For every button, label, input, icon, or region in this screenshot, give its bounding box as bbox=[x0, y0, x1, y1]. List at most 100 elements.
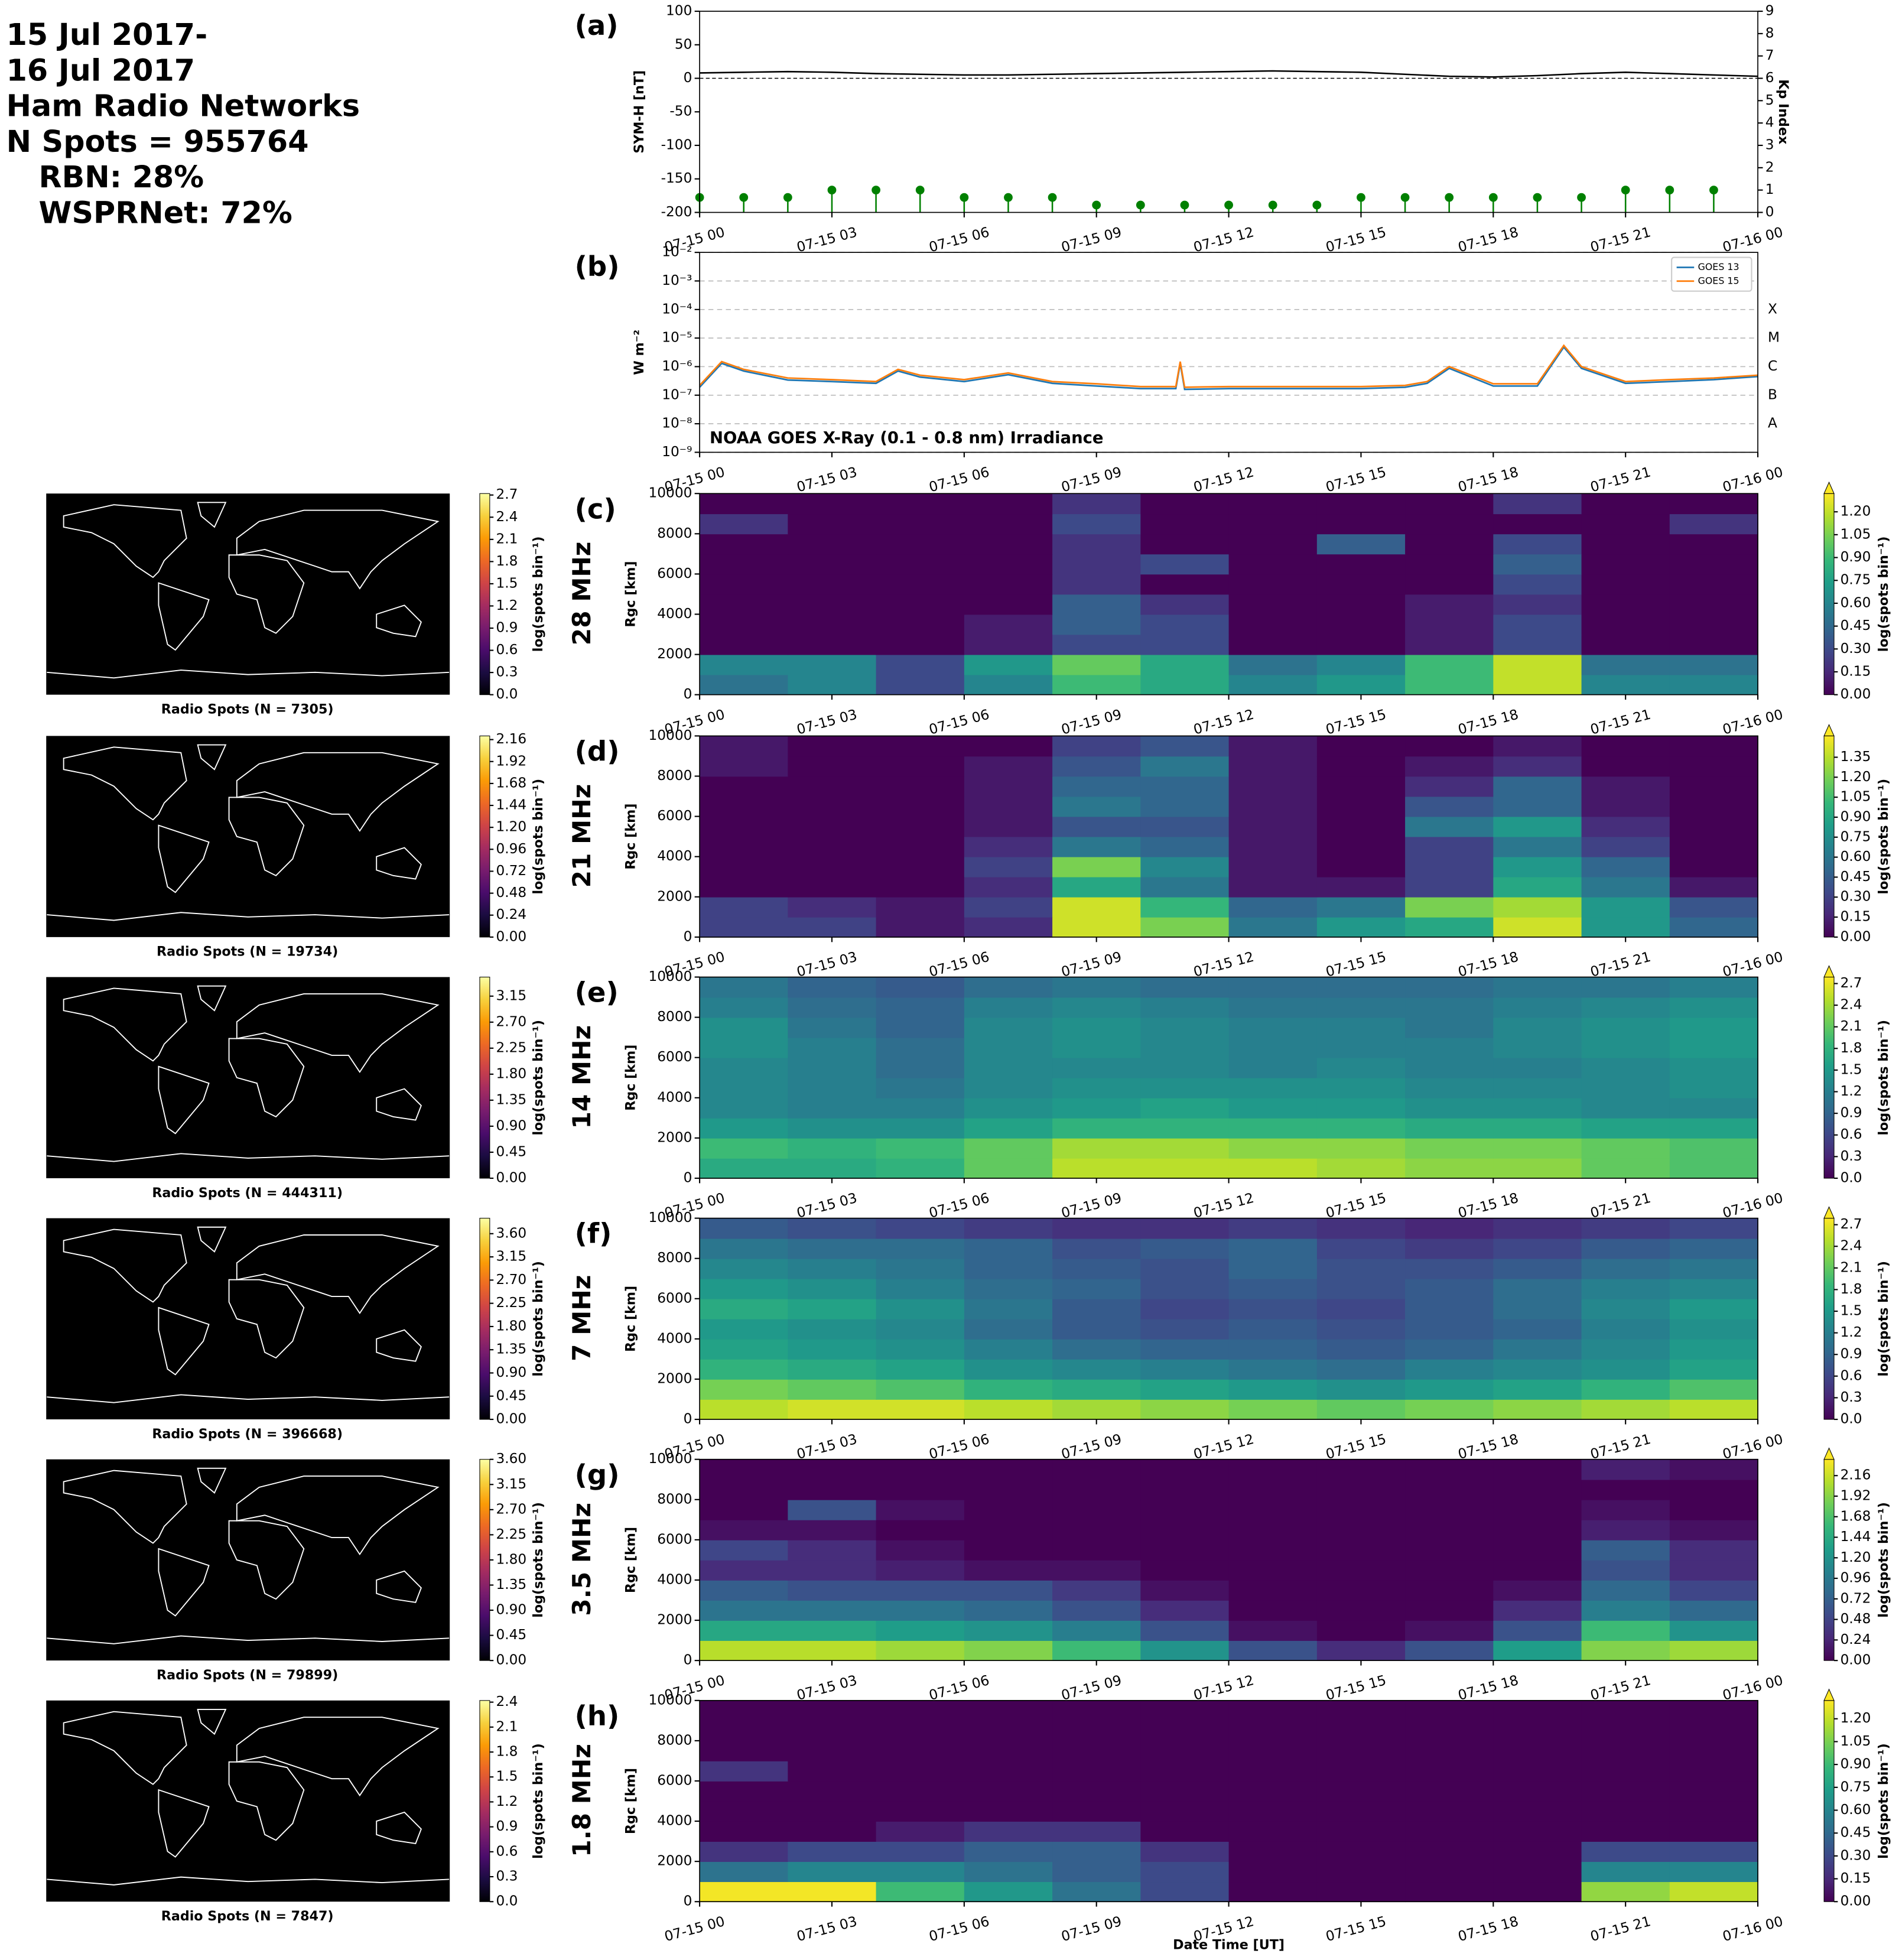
map-background bbox=[46, 1700, 450, 1902]
heatmap-cell bbox=[1493, 1298, 1582, 1319]
y-tick-label: -100 bbox=[661, 136, 692, 152]
heatmap-cell bbox=[1405, 776, 1494, 797]
heatmap-cell bbox=[1228, 1600, 1318, 1621]
heatmap-cell bbox=[1316, 1559, 1406, 1581]
heatmap-cell bbox=[1405, 756, 1494, 777]
heatmap-cell bbox=[700, 1559, 789, 1581]
colorbar-tick-label: 0.6 bbox=[496, 642, 518, 658]
y-tick-label: 8000 bbox=[657, 525, 692, 541]
colorbar-tick-label: 1.80 bbox=[496, 1551, 526, 1567]
kp-marker bbox=[915, 186, 925, 195]
heatmap-cell bbox=[700, 1600, 789, 1621]
heatmap-cell bbox=[1581, 493, 1670, 515]
heatmap-cell bbox=[1581, 1318, 1670, 1340]
x-tick-label: 07-16 00 bbox=[1721, 464, 1785, 495]
heatmap-cell bbox=[1316, 1057, 1406, 1078]
heatmap-cell bbox=[1228, 1579, 1318, 1601]
heatmap-cell bbox=[1669, 654, 1758, 675]
heatmap-cell bbox=[1405, 1600, 1494, 1621]
heatmap-cell bbox=[1228, 1841, 1318, 1863]
heatmap-cell bbox=[1581, 1338, 1670, 1360]
heatmap-cell bbox=[876, 896, 965, 918]
heatmap-cell bbox=[876, 1318, 965, 1340]
heatmap-cell bbox=[1581, 977, 1670, 998]
x-tick-label: 07-15 21 bbox=[1589, 464, 1653, 495]
heatmap-cell bbox=[1669, 1559, 1758, 1581]
heatmap-cell bbox=[788, 756, 877, 777]
heatmap-cell bbox=[1669, 1459, 1758, 1480]
y2-tick-label: 1 bbox=[1765, 181, 1774, 197]
colorbar bbox=[1823, 1459, 1835, 1661]
heatmap-cell bbox=[1228, 1861, 1318, 1883]
band-label: 28 MHz bbox=[567, 542, 596, 646]
heatmap-cell bbox=[1228, 1539, 1318, 1561]
heatmap-cell bbox=[1669, 614, 1758, 635]
heatmap-cell bbox=[876, 594, 965, 615]
map-caption: Radio Spots (N = 7305) bbox=[161, 702, 334, 717]
heatmap-cell bbox=[1140, 776, 1230, 797]
heatmap-cell bbox=[1669, 634, 1758, 655]
heatmap-cell bbox=[964, 1358, 1053, 1380]
colorbar-tick-label: 0.72 bbox=[1841, 1590, 1871, 1606]
heatmap-cell bbox=[1052, 1841, 1142, 1863]
heatmap-cell bbox=[964, 1318, 1053, 1340]
heatmap-cell bbox=[1140, 1760, 1230, 1782]
heatmap-cell bbox=[788, 816, 877, 837]
heatmap-cell bbox=[1669, 1579, 1758, 1601]
heatmap-cell bbox=[1581, 1620, 1670, 1641]
heatmap-cell bbox=[1052, 1821, 1142, 1842]
heatmap-cell bbox=[1669, 1519, 1758, 1540]
x-tick-label: 07-15 06 bbox=[927, 464, 991, 495]
heatmap-cell bbox=[1228, 594, 1318, 615]
heatmap-cell bbox=[964, 1298, 1053, 1319]
y-tick-label: 4000 bbox=[657, 1571, 692, 1587]
heatmap-cell bbox=[700, 796, 789, 817]
header-line: WSPRNet: 72% bbox=[39, 195, 292, 230]
heatmap-cell bbox=[1228, 796, 1318, 817]
heatmap-cell bbox=[964, 493, 1053, 515]
y-axis-label: Rgc [km] bbox=[623, 1286, 638, 1352]
heatmap-cell bbox=[1140, 1137, 1230, 1159]
heatmap-cell bbox=[1493, 1801, 1582, 1822]
colorbar-tick-label: 0.6 bbox=[1841, 1367, 1862, 1383]
heatmap-cell bbox=[700, 1459, 789, 1480]
heatmap-cell bbox=[1493, 1077, 1582, 1098]
heatmap-cell bbox=[1405, 1057, 1494, 1078]
colorbar-label: log(spots bin⁻¹) bbox=[1876, 1502, 1891, 1618]
heatmap-cell bbox=[1052, 594, 1142, 615]
y-tick-label: 2000 bbox=[657, 646, 692, 662]
heatmap-cell bbox=[1581, 1479, 1670, 1500]
heatmap-cell bbox=[1581, 614, 1670, 635]
heatmap-cell bbox=[964, 1841, 1053, 1863]
heatmap-cell bbox=[1228, 997, 1318, 1018]
heatmap-cell bbox=[876, 614, 965, 635]
heatmap-cell bbox=[1493, 856, 1582, 877]
x-tick-label: 07-15 06 bbox=[927, 949, 991, 980]
heatmap-cell bbox=[1140, 574, 1230, 595]
heatmap-cell bbox=[1316, 756, 1406, 777]
colorbar-tick-label: 0.48 bbox=[1841, 1611, 1871, 1627]
heatmap-cell bbox=[1669, 513, 1758, 535]
colorbar-tick-label: 2.4 bbox=[1841, 1238, 1862, 1254]
heatmap-cell bbox=[1493, 1017, 1582, 1038]
heatmap-cell bbox=[1228, 977, 1318, 998]
heatmap-cell bbox=[1493, 1218, 1582, 1239]
heatmap-cell bbox=[1316, 1358, 1406, 1380]
heatmap-cell bbox=[1052, 674, 1142, 695]
heatmap-cell bbox=[1669, 1338, 1758, 1360]
y-tick-label: 10⁻⁴ bbox=[662, 301, 692, 317]
heatmap-cell bbox=[1405, 1318, 1494, 1340]
heatmap-cell bbox=[1405, 1077, 1494, 1098]
heatmap-cell bbox=[876, 796, 965, 817]
header-line: 16 Jul 2017 bbox=[6, 53, 196, 87]
heatmap-cell bbox=[876, 1841, 965, 1863]
heatmap-cell bbox=[788, 554, 877, 575]
heatmap-cell bbox=[1669, 1760, 1758, 1782]
heatmap-cell bbox=[1581, 594, 1670, 615]
heatmap-cell bbox=[1581, 1037, 1670, 1058]
y2-axis-label: Kp Index bbox=[1776, 79, 1791, 144]
heatmap-cell bbox=[1669, 594, 1758, 615]
heatmap-cell bbox=[1405, 634, 1494, 655]
y-tick-label: 2000 bbox=[657, 888, 692, 904]
y-tick-label: 6000 bbox=[657, 1049, 692, 1065]
